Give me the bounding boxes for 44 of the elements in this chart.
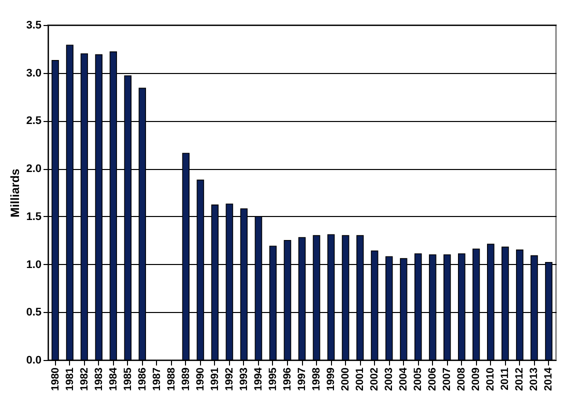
x-tick-label: 1986 — [136, 367, 148, 391]
x-tick-label: 2014 — [542, 367, 555, 391]
x-tick-label: 1983 — [92, 367, 105, 391]
y-axis-title: Milliards — [8, 168, 22, 218]
x-tick-label: 1985 — [122, 367, 134, 391]
x-tick-label: 2001 — [354, 367, 366, 391]
x-tick-label: 1982 — [78, 367, 90, 391]
y-tick-label: 3.5 — [26, 20, 42, 32]
y-tick-label: 2.5 — [26, 115, 42, 128]
x-tick-label: 1995 — [266, 367, 279, 391]
x-tick-label: 1992 — [223, 367, 236, 391]
y-tick-label: 2.0 — [26, 163, 42, 176]
y-tick-label: 1.0 — [26, 258, 42, 271]
x-tick-label: 2009 — [470, 367, 482, 391]
x-tick-label: 1996 — [281, 367, 294, 391]
x-tick-label: 1998 — [310, 367, 323, 391]
x-tick-label: 1994 — [252, 367, 264, 391]
x-tick-label: 2013 — [528, 367, 540, 391]
x-tick-label: 1984 — [107, 367, 120, 391]
x-tick-label: 2004 — [398, 367, 410, 391]
x-tick-label: 2007 — [441, 367, 454, 391]
x-tick-label: 2005 — [412, 367, 424, 391]
x-tick-label: 1988 — [165, 367, 178, 391]
x-tick-label: 1997 — [296, 367, 308, 391]
y-tick-label: 3.0 — [26, 67, 42, 80]
x-tick-label: 2000 — [340, 367, 352, 391]
y-tick-label: 0.0 — [26, 354, 42, 366]
x-tick-label: 2010 — [484, 367, 497, 391]
y-tick-label: 0.5 — [26, 306, 42, 319]
x-tick-label: 2008 — [456, 367, 468, 391]
x-tick-label: 1981 — [64, 367, 76, 391]
y-tick-label: 1.5 — [26, 210, 42, 223]
x-tick-label: 2006 — [426, 367, 439, 391]
x-tick-label: 1990 — [194, 367, 206, 391]
x-tick-label: 2003 — [383, 367, 396, 391]
x-tick-label: 1987 — [150, 367, 163, 391]
x-tick-label: 2011 — [499, 367, 512, 390]
x-tick-label: 1993 — [238, 367, 250, 391]
x-tick-label: 1989 — [180, 367, 192, 391]
x-tick-label: 1999 — [325, 367, 338, 391]
x-tick-label: 1980 — [49, 367, 62, 391]
x-tick-label: 2012 — [514, 367, 526, 391]
x-tick-label: 2002 — [368, 367, 381, 391]
x-tick-label: 1991 — [208, 367, 221, 391]
